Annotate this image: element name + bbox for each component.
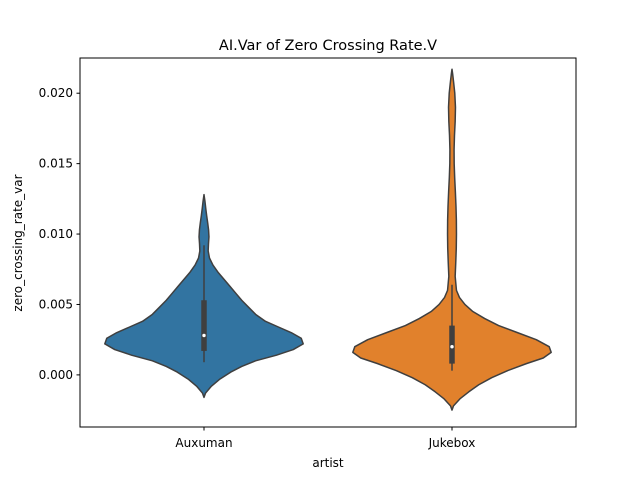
x-tick-label: Auxuman xyxy=(175,436,232,450)
median-marker-auxuman xyxy=(202,333,206,338)
x-axis-label: artist xyxy=(312,456,344,470)
iqr-box-jukebox xyxy=(449,325,455,364)
y-tick-label: 0.010 xyxy=(39,227,73,241)
x-axis: Auxuman Jukebox xyxy=(175,427,475,450)
y-axis: 0.000 0.005 0.010 0.015 0.020 xyxy=(39,86,80,382)
median-marker-jukebox xyxy=(450,345,454,349)
x-tick-label: Jukebox xyxy=(428,436,476,450)
y-tick-label: 0.020 xyxy=(39,86,73,100)
chart-title: AI.Var of Zero Crossing Rate.V xyxy=(219,38,437,54)
violin-jukebox xyxy=(352,68,552,411)
y-tick-label: 0.005 xyxy=(39,297,73,311)
y-tick-label: 0.000 xyxy=(39,368,73,382)
axes-frame xyxy=(79,57,577,428)
y-tick-label: 0.015 xyxy=(39,157,73,171)
iqr-box-auxuman xyxy=(201,300,207,351)
y-axis-label: zero_crossing_rate_var xyxy=(11,174,25,311)
plot-area xyxy=(104,68,552,411)
